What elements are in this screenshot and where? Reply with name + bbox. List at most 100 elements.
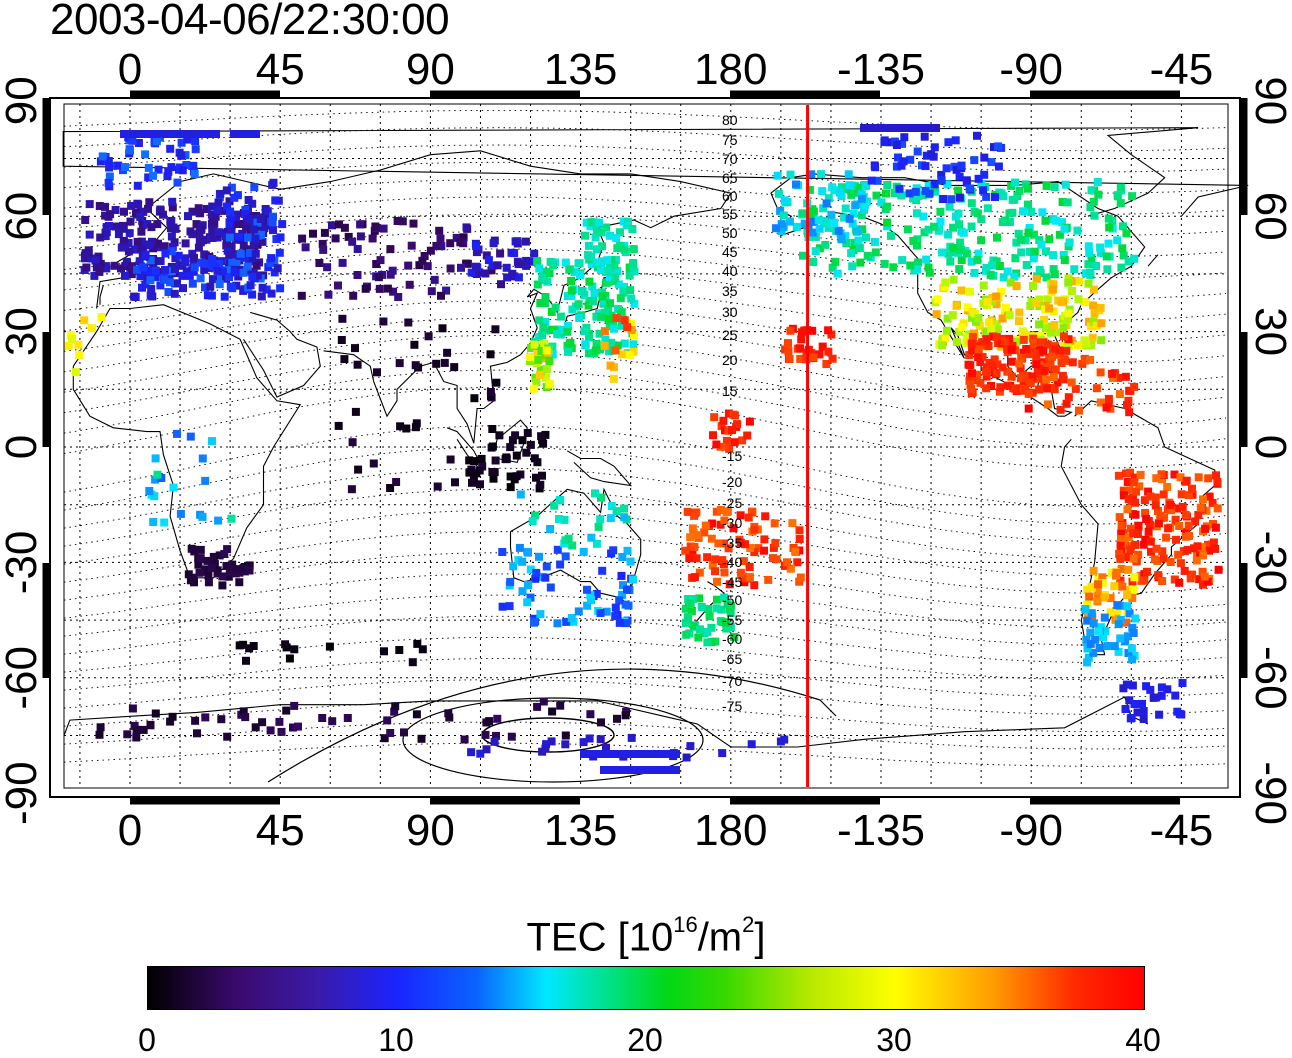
tec-point [472, 469, 481, 478]
tec-band [120, 130, 220, 138]
tec-point [708, 561, 717, 570]
tec-point [151, 475, 160, 484]
tec-point [379, 317, 388, 326]
tec-point [1140, 576, 1149, 585]
tec-point [348, 438, 357, 447]
tec-point [328, 717, 337, 726]
tec-point [530, 618, 538, 627]
tec-point [695, 594, 704, 603]
tec-point [611, 612, 620, 621]
tec-point [970, 156, 979, 165]
tec-point [1176, 473, 1185, 482]
tec-point [1164, 524, 1173, 533]
tec-point [1051, 216, 1060, 225]
tec-point [536, 610, 545, 619]
tec-point [1019, 335, 1028, 344]
tec-point [198, 512, 207, 521]
tec-point [1193, 542, 1202, 551]
tec-point [815, 244, 824, 253]
tec-point [420, 252, 429, 260]
tec-point [993, 360, 1002, 369]
tec-point [883, 202, 892, 211]
tec-point [1070, 265, 1079, 274]
tec-point [612, 507, 621, 516]
tec-point [1086, 355, 1095, 364]
tec-point [506, 443, 515, 452]
tec-point [506, 472, 515, 481]
tec-point [1053, 378, 1062, 387]
tec-point [936, 217, 945, 226]
tec-point [827, 210, 836, 219]
tec-point [764, 575, 773, 584]
tec-point [1024, 404, 1033, 413]
tec-point [991, 193, 999, 201]
tec-point [563, 327, 572, 336]
tec-point [973, 209, 982, 218]
tec-point [990, 355, 999, 364]
tec-point [1043, 384, 1052, 393]
tec-point [736, 538, 745, 547]
tec-point [1064, 278, 1073, 287]
tec-point [132, 733, 141, 742]
tec-point [1095, 644, 1104, 652]
tec-point [405, 280, 414, 289]
tec-point [1053, 350, 1062, 359]
tec-point [209, 552, 218, 561]
tec-point [427, 287, 436, 296]
tec-point [1029, 281, 1037, 290]
tec-point [621, 711, 630, 720]
tec-point [930, 222, 939, 231]
tec-point [785, 355, 794, 363]
tec-point [1119, 684, 1128, 693]
tec-point [128, 262, 137, 271]
tec-point [149, 171, 158, 180]
tec-point [1080, 298, 1089, 307]
tec-point [725, 605, 734, 614]
tec-point [535, 264, 544, 273]
tec-point [600, 327, 609, 336]
tec-point [574, 300, 583, 309]
tec-point [1024, 184, 1032, 193]
tec-point [507, 732, 516, 741]
tec-point [169, 483, 178, 492]
tec-point [105, 163, 114, 172]
tec-point [1157, 470, 1166, 479]
tec-point [841, 204, 850, 213]
tec-point [368, 234, 377, 243]
tec-point [1096, 398, 1105, 407]
tec-point [688, 595, 697, 603]
tec-point [1043, 340, 1052, 349]
tec-point [1061, 180, 1070, 189]
tec-point [497, 280, 505, 289]
tec-point [830, 219, 839, 228]
tec-point [562, 617, 571, 626]
tec-point [1099, 593, 1108, 602]
tec-point [218, 267, 227, 276]
tec-point [151, 266, 160, 275]
plot-border [63, 103, 1229, 789]
tec-point [96, 723, 105, 732]
tec-point [1152, 544, 1161, 553]
tec-point [395, 359, 404, 368]
tec-point [228, 258, 237, 267]
tec-point [1057, 359, 1066, 367]
tec-point [289, 723, 297, 732]
tec-point [1087, 254, 1096, 263]
tec-point [1008, 208, 1017, 217]
tec-point [1016, 235, 1025, 244]
tec-point [576, 271, 585, 279]
tec-point [334, 281, 342, 290]
tec-point [847, 249, 856, 258]
tec-point [629, 575, 637, 584]
tec-point [611, 273, 619, 282]
tec-point [745, 573, 754, 582]
tec-point [722, 508, 731, 517]
tec-point [597, 228, 606, 237]
tec-point [1074, 295, 1083, 304]
tec-point [1017, 353, 1026, 362]
tec-point [104, 178, 113, 187]
tec-point [213, 266, 222, 275]
tec-point [587, 596, 595, 605]
tec-point [114, 230, 123, 239]
tec-point [597, 266, 605, 274]
